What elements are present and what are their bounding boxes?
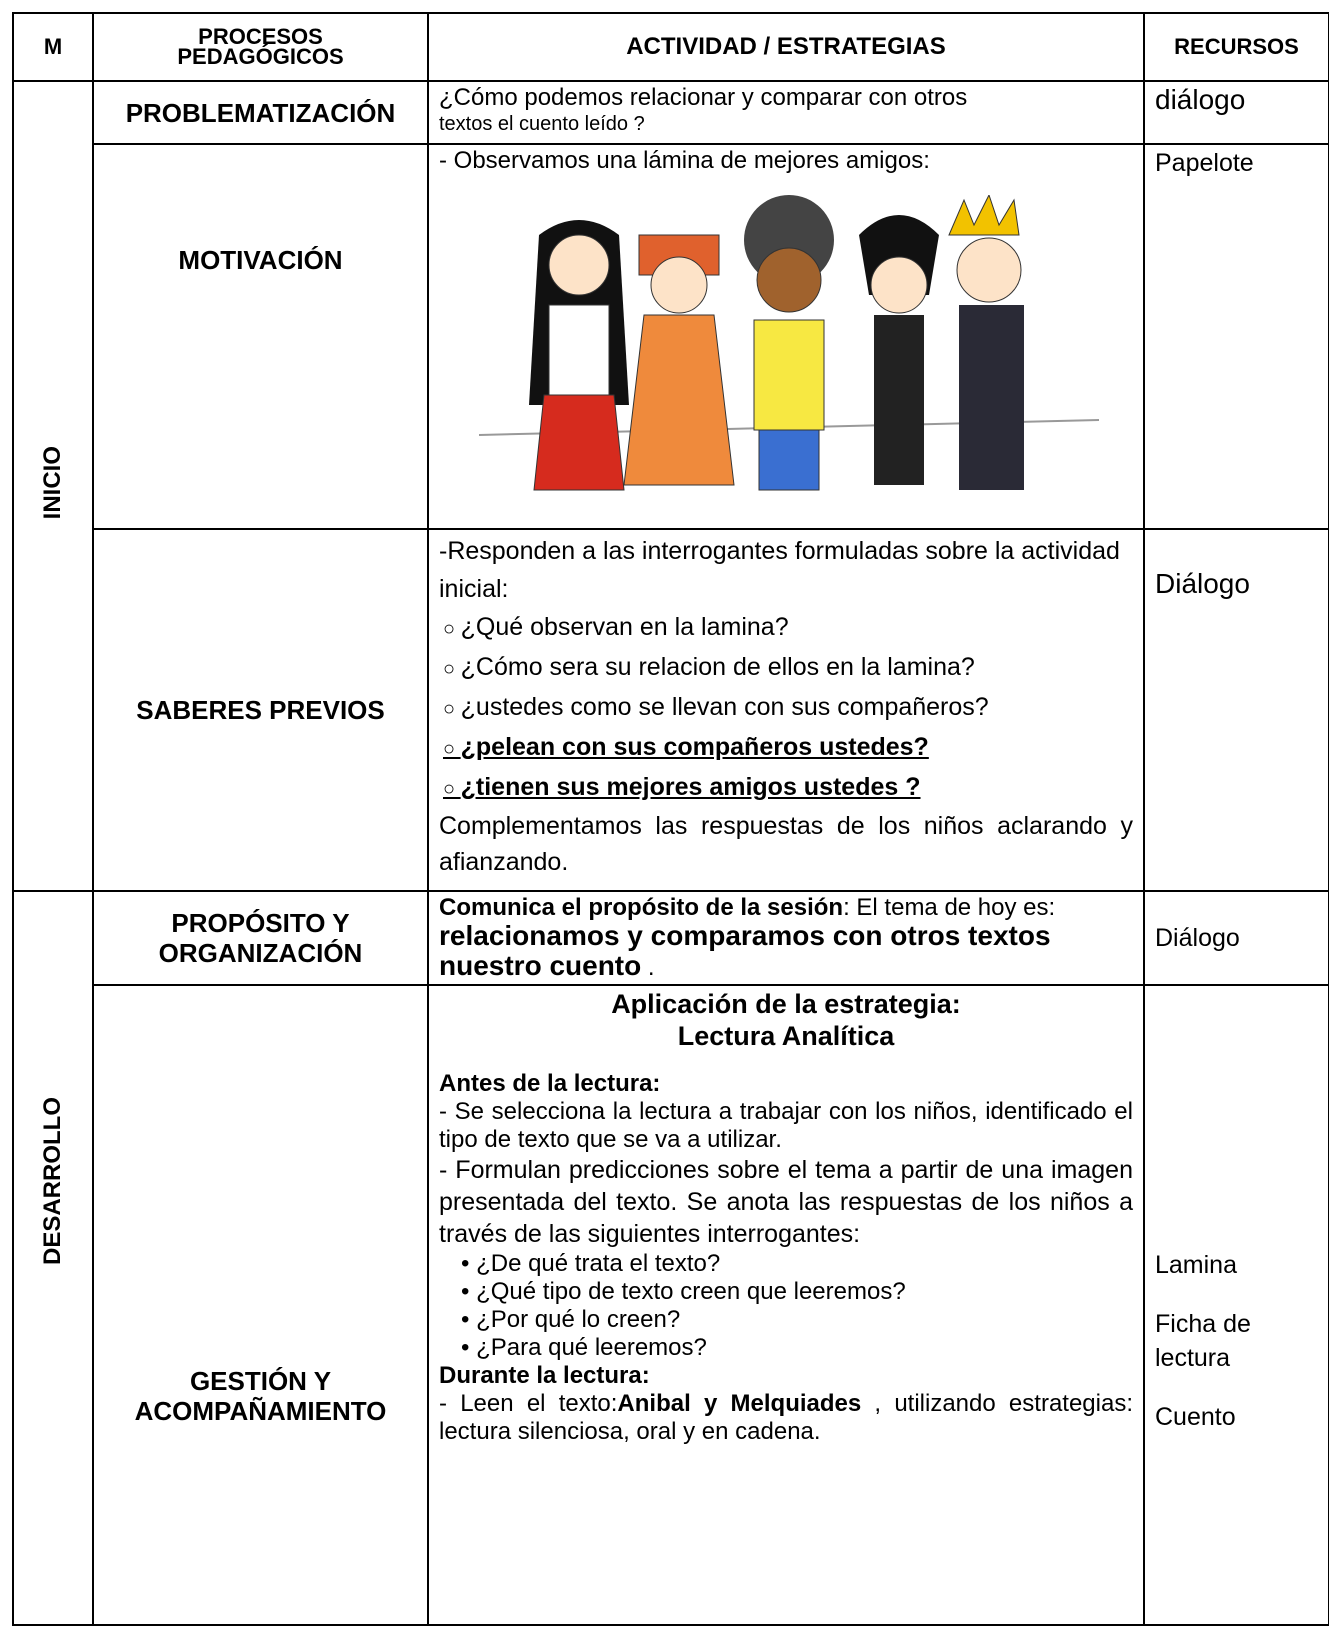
resource-text: Lamina [1155, 1251, 1237, 1279]
phase-cell: INICIO [12, 80, 94, 892]
text: : El tema de hoy es: [843, 894, 1056, 921]
question: ¿Por qué lo creen? [439, 1306, 1133, 1334]
question: ¿Para qué leeremos? [439, 1334, 1133, 1362]
activity-text: -Responden a las interrogantes formulada… [439, 537, 1120, 603]
text: - Leen el texto: [439, 1390, 618, 1417]
question: ¿pelean con sus compañeros ustedes? [439, 728, 1133, 768]
resource: Diálogo [1143, 890, 1329, 986]
page-body: M PROCESOS PEDAGÓGICOS ACTIVIDAD / ESTRA… [0, 0, 1329, 1561]
resource-text: Cuento [1155, 1403, 1236, 1431]
process: PROBLEMATIZACIÓN [92, 80, 429, 145]
header-m: M [12, 12, 94, 82]
resource-text: diálogo [1155, 84, 1246, 115]
activity: ¿Cómo podemos relacionar y comparar con … [427, 80, 1145, 145]
emphasis: Comunica el propósito de la sesión [439, 894, 844, 921]
process: MOTIVACIÓN [92, 143, 429, 530]
header-processes: PROCESOS PEDAGÓGICOS [92, 12, 429, 82]
session-table: M PROCESOS PEDAGÓGICOS ACTIVIDAD / ESTRA… [12, 12, 1329, 1626]
text: , utilizando estrategias: lectura silenc… [439, 1390, 1133, 1445]
question: ¿tienen sus mejores amigos ustedes ? [439, 768, 1133, 808]
phase-label: DESARROLLO [39, 1097, 66, 1265]
resource: Papelote [1143, 143, 1329, 530]
resource: Diálogo [1143, 528, 1329, 892]
row: INICIO PROBLEMATIZACIÓN ¿Cómo podemos re… [12, 80, 1329, 892]
header-row: M PROCESOS PEDAGÓGICOS ACTIVIDAD / ESTRA… [12, 12, 1329, 82]
emphasis: Anibal y Melquiades [617, 1390, 862, 1417]
activity-text: - Formulan predicciones sobre el tema a … [439, 1156, 1133, 1248]
section-heading: Antes de la lectura: [439, 1070, 661, 1097]
resource-text: Diálogo [1155, 568, 1250, 599]
header-resources: RECURSOS [1143, 12, 1329, 82]
resource: diálogo [1143, 80, 1329, 145]
activity-title: Lectura Analítica [677, 1021, 895, 1051]
activity: -Responden a las interrogantes formulada… [427, 528, 1145, 892]
row: DESARROLLO PROPÓSITO Y ORGANIZACIÓN Comu… [12, 890, 1329, 1626]
resource-text: Diálogo [1155, 924, 1240, 952]
phase-cell: DESARROLLO [12, 890, 94, 1626]
resource: Lamina Ficha de lectura Cuento [1143, 984, 1329, 1626]
activity: Aplicación de la estrategia: Lectura Ana… [427, 984, 1145, 1626]
activity-text: - Leen el texto:Anibal y Melquiades , ut… [439, 1390, 1133, 1446]
question: ¿Qué observan en la lamina? [439, 608, 1133, 648]
section-heading: Durante la lectura: [439, 1362, 650, 1389]
header-activity: ACTIVIDAD / ESTRATEGIAS [427, 12, 1145, 82]
row: MOTIVACIÓN - Observamos una lámina de me… [13, 143, 1329, 530]
row: GESTIÓN Y ACOMPAÑAMIENTO Aplicación de l… [13, 984, 1329, 1626]
activity-text: - Se selecciona la lectura a trabajar co… [439, 1098, 1133, 1153]
activity-text: Comunica el propósito de la sesión: El t… [439, 894, 1133, 982]
question: ¿Qué tipo de texto creen que leeremos? [439, 1278, 1133, 1306]
row: SABERES PREVIOS -Responden a las interro… [13, 528, 1329, 892]
activity-text: Complementamos las respuestas de los niñ… [439, 812, 1133, 876]
resource-text: Papelote [1155, 149, 1254, 177]
phase-label: INICIO [39, 445, 66, 520]
emphasis: relacionamos y comparamos con otros text… [439, 920, 1051, 981]
question: ¿ustedes como se llevan con sus compañer… [439, 688, 1133, 728]
activity: Comunica el propósito de la sesión: El t… [427, 890, 1145, 986]
process: PROPÓSITO Y ORGANIZACIÓN [92, 890, 429, 986]
activity: - Observamos una lámina de mejores amigo… [427, 143, 1145, 530]
question: ¿De qué trata el texto? [439, 1250, 1133, 1278]
activity-text: ¿Cómo podemos relacionar y comparar con … [439, 84, 968, 111]
process: SABERES PREVIOS [92, 528, 429, 892]
illustration [479, 195, 1099, 491]
question: ¿Cómo sera su relacion de ellos en la la… [439, 648, 1133, 688]
activity-text: - Observamos una lámina de mejores amigo… [439, 147, 930, 174]
activity-text: textos el cuento leído ? [439, 113, 645, 135]
resource-text: Ficha de lectura [1155, 1310, 1251, 1372]
activity-title: Aplicación de la estrategia: [611, 989, 961, 1019]
page: Sesión {"header": {"m": "M", "processes"… [0, 0, 1329, 1561]
text: . [641, 954, 655, 981]
process: GESTIÓN Y ACOMPAÑAMIENTO [92, 984, 429, 1626]
